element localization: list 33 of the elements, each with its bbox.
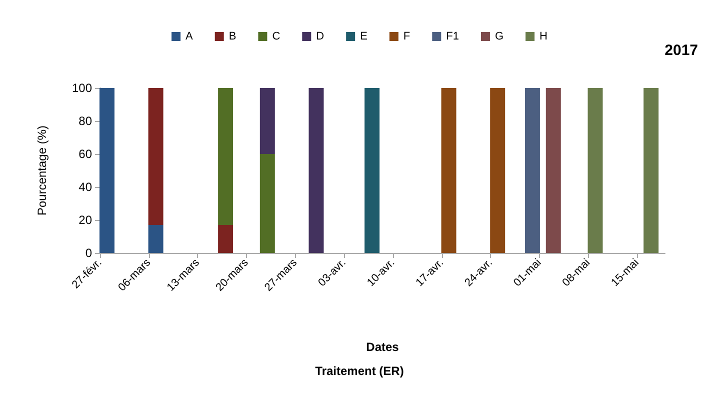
y-tick-label: 80 (78, 114, 92, 128)
legend-label: A (186, 30, 194, 42)
bar (441, 88, 456, 253)
bar (546, 88, 561, 253)
bar (588, 88, 603, 253)
bar (308, 88, 324, 253)
bar (524, 88, 540, 253)
y-tick-label: 20 (78, 213, 92, 227)
bar (490, 88, 506, 253)
bar (260, 154, 275, 253)
legend-label: E (360, 30, 368, 42)
bar (260, 88, 275, 154)
legend-label: G (494, 30, 504, 42)
x-axis-title: Dates (366, 340, 400, 354)
legend-label: F (403, 30, 410, 42)
y-axis-title: Pourcentage (%) (35, 125, 49, 216)
legend-label: C (272, 30, 280, 42)
bar (218, 88, 234, 225)
y-tick-label: 100 (72, 81, 92, 95)
text: Traitement (ER) (315, 364, 404, 378)
bar (148, 224, 164, 253)
bar (364, 88, 380, 253)
y-tick-label: 60 (78, 147, 92, 161)
bar (644, 88, 659, 253)
y-tick-label: 0 (85, 246, 92, 260)
bar (218, 224, 234, 253)
legend-label: F1 (446, 30, 459, 42)
legend-label: B (228, 30, 236, 42)
legend-label: D (316, 30, 324, 42)
y-tick-label: 40 (78, 180, 92, 194)
bar (148, 88, 164, 225)
legend-label: H (540, 30, 548, 42)
chart-title: 2017 (664, 42, 698, 59)
